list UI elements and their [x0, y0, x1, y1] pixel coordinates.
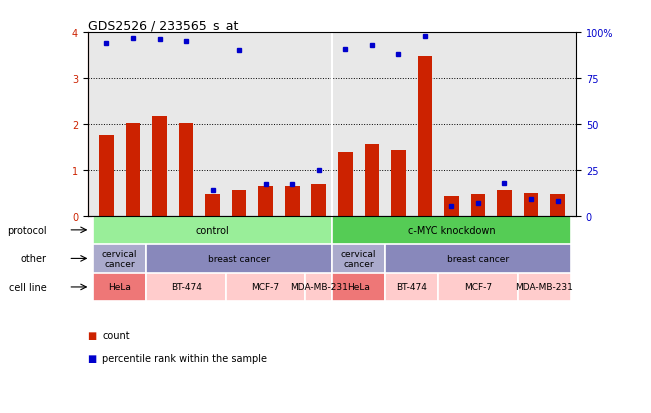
Text: MDA-MB-231: MDA-MB-231 [290, 283, 348, 292]
Bar [126, 123, 141, 216]
Bar [311, 185, 326, 216]
Text: cervical
cancer: cervical cancer [340, 249, 376, 268]
Bar [93, 273, 146, 301]
Bar [438, 273, 518, 301]
Text: control: control [196, 225, 229, 235]
Bar [93, 244, 146, 273]
Text: MCF-7: MCF-7 [251, 283, 280, 292]
Bar [332, 244, 385, 273]
Bar [385, 244, 571, 273]
Bar [338, 153, 353, 216]
Bar [332, 273, 385, 301]
Bar [152, 116, 167, 216]
Text: c-MYC knockdown: c-MYC knockdown [408, 225, 495, 235]
Bar [518, 273, 571, 301]
Text: breast cancer: breast cancer [447, 254, 509, 263]
Bar [232, 191, 247, 216]
Bar [523, 193, 538, 216]
Bar [365, 145, 379, 216]
Text: percentile rank within the sample: percentile rank within the sample [102, 353, 267, 363]
Bar [497, 191, 512, 216]
Bar [146, 273, 226, 301]
Bar [471, 195, 485, 216]
Text: MDA-MB-231: MDA-MB-231 [516, 283, 574, 292]
Bar [146, 244, 332, 273]
Bar [550, 195, 565, 216]
Text: breast cancer: breast cancer [208, 254, 270, 263]
Bar [285, 186, 299, 216]
Text: other: other [20, 254, 46, 264]
Text: ■: ■ [88, 330, 100, 340]
Bar [385, 273, 438, 301]
Bar [205, 194, 220, 216]
Text: MCF-7: MCF-7 [464, 283, 492, 292]
Text: cervical
cancer: cervical cancer [102, 249, 137, 268]
Text: HeLa: HeLa [108, 283, 131, 292]
Text: GDS2526 / 233565_s_at: GDS2526 / 233565_s_at [88, 19, 238, 32]
Bar [332, 216, 571, 244]
Bar [179, 123, 193, 216]
Text: protocol: protocol [7, 225, 46, 235]
Bar [444, 197, 459, 216]
Text: ■: ■ [88, 353, 100, 363]
Bar [417, 57, 432, 216]
Text: HeLa: HeLa [347, 283, 370, 292]
Bar [93, 216, 332, 244]
Bar [226, 273, 305, 301]
Text: BT-474: BT-474 [396, 283, 427, 292]
Bar [258, 186, 273, 216]
Bar [391, 151, 406, 216]
Text: cell line: cell line [8, 282, 46, 292]
Bar [305, 273, 332, 301]
Text: BT-474: BT-474 [171, 283, 202, 292]
Bar [99, 136, 114, 216]
Text: count: count [102, 330, 130, 340]
